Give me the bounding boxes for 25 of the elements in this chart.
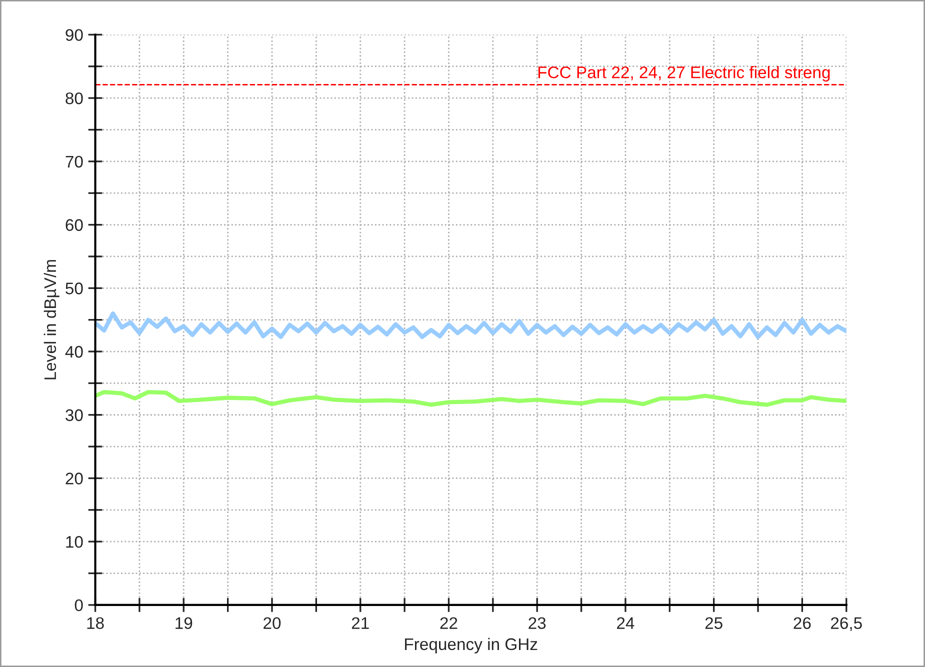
x-tick-label: 26,5 xyxy=(830,617,862,631)
y-tick-label: 90 xyxy=(66,29,83,41)
x-axis-title: Frequency in GHz xyxy=(405,638,538,654)
x-tick-label: 25 xyxy=(705,617,722,630)
x-tick-label: 19 xyxy=(176,617,192,630)
x-tick-label: 21 xyxy=(352,617,369,629)
y-tick-label: 30 xyxy=(66,409,83,422)
x-tick-label: 20 xyxy=(264,617,281,630)
y-tick-label: 0 xyxy=(74,599,83,612)
ref-line-label: FCC Part 22, 24, 27 Electric field streng xyxy=(538,66,830,82)
y-tick-label: 40 xyxy=(65,346,83,358)
x-tick-label: 22 xyxy=(440,617,458,629)
line-series xyxy=(95,390,846,407)
y-tick-label: 60 xyxy=(66,219,83,231)
y-tick-label: 50 xyxy=(66,282,83,294)
y-tick-label: 10 xyxy=(66,536,83,548)
x-tick-label: 23 xyxy=(528,617,546,630)
line-series xyxy=(95,311,846,340)
x-tick-label: 18 xyxy=(87,617,104,630)
y-tick-label: 20 xyxy=(66,472,83,484)
y-tick-label: 70 xyxy=(66,156,83,168)
y-tick-label: 80 xyxy=(66,92,83,104)
x-tick-label: 24 xyxy=(617,617,634,629)
x-tick-label: 26 xyxy=(794,617,811,630)
y-axis-title: Level in dBµV/m xyxy=(44,260,60,380)
